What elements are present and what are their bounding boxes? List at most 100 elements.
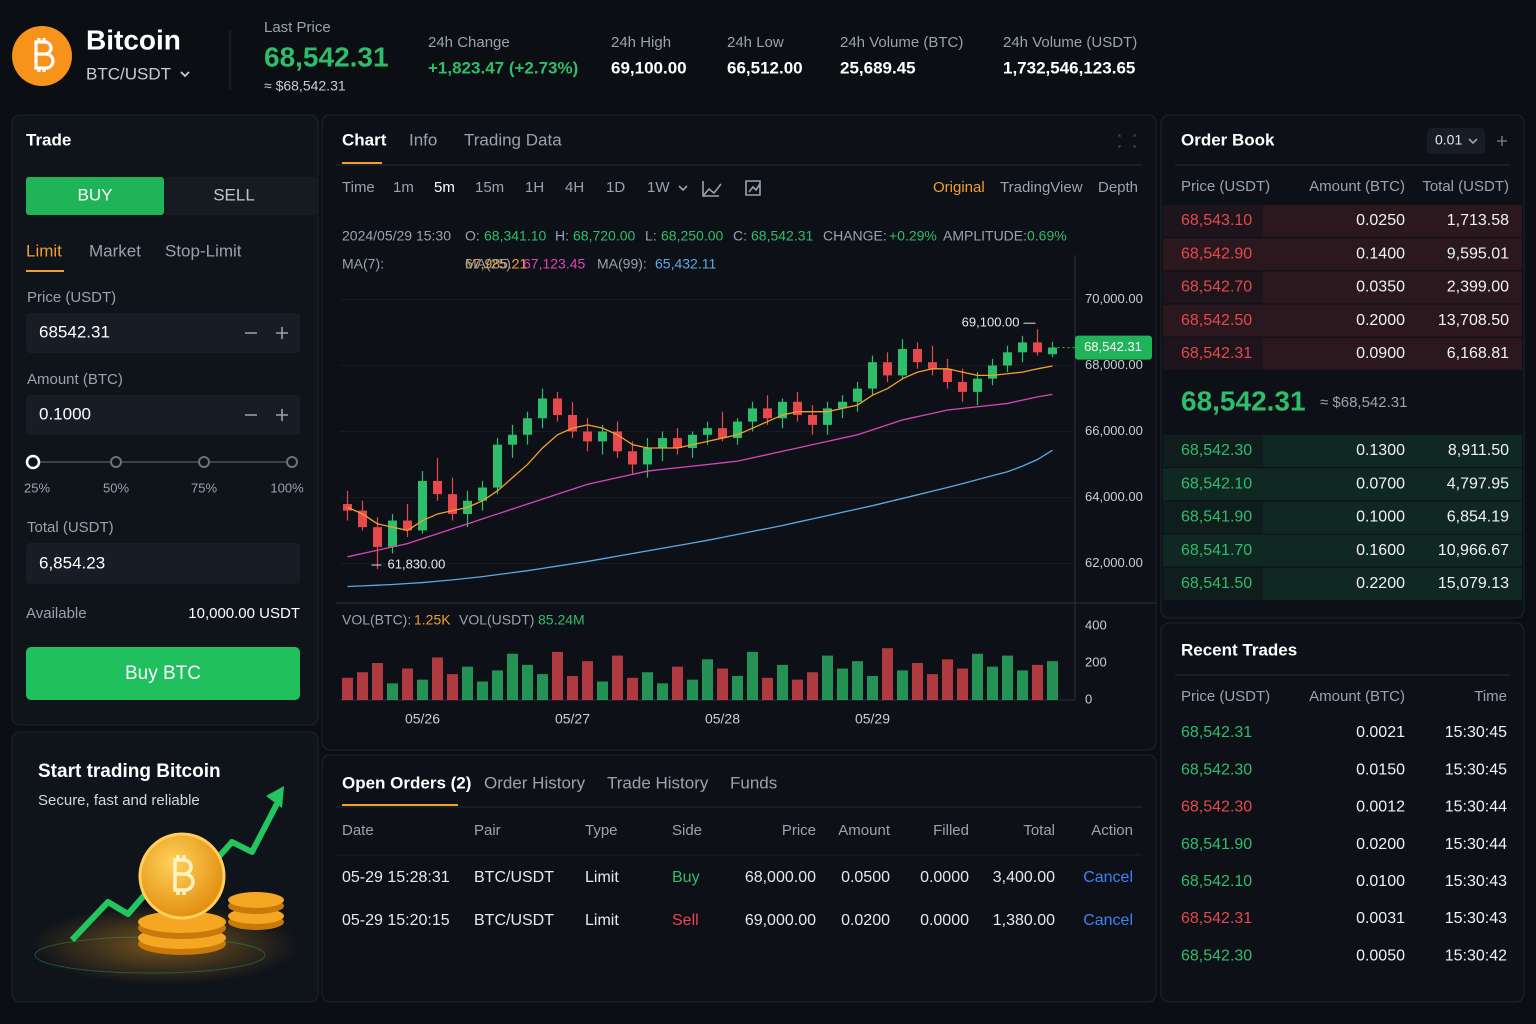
buy-tab[interactable] xyxy=(26,177,164,215)
depth-bar xyxy=(1263,501,1522,534)
settings-icon[interactable] xyxy=(1497,136,1507,146)
volume-bar xyxy=(537,674,548,700)
sell-tab[interactable] xyxy=(164,177,318,215)
book-cell: 6,854.19 xyxy=(1447,509,1509,526)
book-cell: 15,079.13 xyxy=(1438,575,1509,592)
ohlc-value: 68,542.31 xyxy=(751,228,813,244)
stepper-icons[interactable] xyxy=(245,327,288,421)
order-cell: Buy xyxy=(672,869,700,886)
order-cell: Limit xyxy=(585,869,619,886)
precision-select[interactable] xyxy=(1427,128,1485,154)
logo xyxy=(12,26,72,86)
order-cell: 69,000.00 xyxy=(745,912,816,929)
amount-input[interactable] xyxy=(26,395,300,435)
interval-chevron[interactable] xyxy=(678,185,688,192)
volume-bar xyxy=(792,679,803,700)
view-option[interactable]: TradingView xyxy=(1000,179,1083,196)
candle-body xyxy=(808,414,817,425)
chart-tab[interactable]: Chart xyxy=(342,130,387,149)
buy-button[interactable] xyxy=(26,647,300,700)
stat-label: 24h Volume (USDT) xyxy=(1003,34,1137,51)
depth-row xyxy=(1163,567,1522,600)
stat-label: Last Price xyxy=(264,19,331,36)
column-header: Price (USDT) xyxy=(1181,688,1270,705)
coin-stack xyxy=(138,892,284,955)
buy-button-label[interactable]: Buy BTC xyxy=(125,663,201,684)
field-label: Price (USDT) xyxy=(27,289,116,306)
candle-body xyxy=(913,349,922,363)
volume-bar xyxy=(507,653,518,700)
y-tick-label: 66,000.00 xyxy=(1085,423,1143,438)
precision-chevron[interactable] xyxy=(1468,138,1478,145)
chart-tab[interactable]: Trading Data xyxy=(464,130,562,149)
volume-bar xyxy=(957,668,968,700)
trade-cell: 0.0012 xyxy=(1356,799,1405,816)
legend-value: 67,985.21 xyxy=(465,256,527,272)
y-tick-label: 68,000.00 xyxy=(1085,357,1143,372)
volume-bar xyxy=(357,672,368,700)
volume-bar xyxy=(942,659,953,700)
slider-dot[interactable] xyxy=(110,456,122,468)
trade-cell: 0.0100 xyxy=(1356,873,1405,890)
chart-tab[interactable]: Info xyxy=(409,130,437,149)
volume-bar xyxy=(987,666,998,700)
candle-body xyxy=(718,428,727,439)
book-cell: 68,541.90 xyxy=(1181,509,1252,526)
orders-tab[interactable]: Funds xyxy=(730,773,777,792)
volume-bar xyxy=(597,681,608,700)
draw-icon[interactable] xyxy=(745,180,761,196)
slider-dot[interactable] xyxy=(198,456,210,468)
order-type-tab[interactable]: Market xyxy=(89,241,141,260)
slider-dot[interactable] xyxy=(286,456,298,468)
candle-body xyxy=(1033,342,1042,353)
column-header: Amount (BTC) xyxy=(1309,688,1405,705)
interval[interactable]: 1D xyxy=(606,179,625,196)
stat-value: +1,823.47 (+2.73%) xyxy=(428,58,578,77)
total-input[interactable] xyxy=(26,543,300,584)
interval[interactable]: 1m xyxy=(393,179,414,196)
book-cell: 9,595.01 xyxy=(1447,245,1509,262)
volume-bar xyxy=(672,666,683,700)
interval[interactable]: 1H xyxy=(525,179,544,196)
interval[interactable]: 4H xyxy=(565,179,584,196)
column-header: Time xyxy=(1474,688,1507,705)
panel-title: Recent Trades xyxy=(1181,640,1297,659)
indicator-icon[interactable] xyxy=(702,181,722,197)
book-cell: 68,542.50 xyxy=(1181,312,1252,329)
y-tick-label: 62,000.00 xyxy=(1085,555,1143,570)
pair-selector[interactable]: BTC/USDT xyxy=(86,64,171,83)
x-tick-label: 05/28 xyxy=(705,711,740,727)
buy-tab-label[interactable]: BUY xyxy=(78,185,113,204)
slider-thumb[interactable] xyxy=(25,454,41,470)
cancel-button[interactable]: Cancel xyxy=(1083,869,1133,886)
y-tick-label: 0 xyxy=(1085,691,1092,706)
trade-cell: 15:30:43 xyxy=(1445,910,1507,927)
field-label: Amount (BTC) xyxy=(27,371,123,388)
column-header: Type xyxy=(585,822,618,839)
interval[interactable]: 15m xyxy=(475,179,504,196)
order-type-tab[interactable]: Stop-Limit xyxy=(165,241,242,260)
trade-cell: 68,542.30 xyxy=(1181,761,1252,778)
interval[interactable]: 5m xyxy=(434,179,455,196)
volume-bar xyxy=(867,675,878,700)
order-type-tab[interactable]: Limit xyxy=(26,241,62,260)
orders-tab[interactable]: Open Orders (2) xyxy=(342,773,471,792)
sell-tab-label[interactable]: SELL xyxy=(213,185,255,204)
book-cell: 0.0350 xyxy=(1356,279,1405,296)
trade-cell: 15:30:44 xyxy=(1445,799,1507,816)
order-cell: 3,400.00 xyxy=(993,869,1055,886)
orders-tab[interactable]: Trade History xyxy=(607,773,709,792)
trade-cell: 0.0150 xyxy=(1356,761,1405,778)
interval[interactable]: 1W xyxy=(647,179,670,196)
view-option[interactable]: Original xyxy=(933,179,985,196)
trade-cell: 15:30:45 xyxy=(1445,761,1507,778)
expand-icon[interactable] xyxy=(1118,134,1136,148)
orders-tab[interactable]: Order History xyxy=(484,773,586,792)
price-input[interactable] xyxy=(26,313,300,353)
interval[interactable]: Time xyxy=(342,179,375,196)
cancel-button[interactable]: Cancel xyxy=(1083,912,1133,929)
view-option[interactable]: Depth xyxy=(1098,179,1138,196)
pair-chevron[interactable] xyxy=(180,71,190,78)
precision-value[interactable]: 0.01 xyxy=(1435,132,1462,148)
